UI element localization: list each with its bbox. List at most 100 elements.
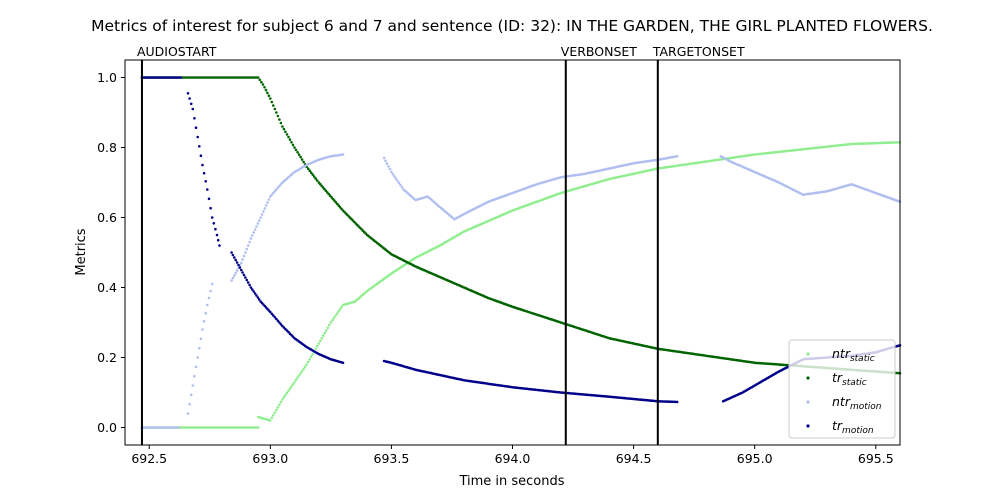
x-tick-label: 694.5 [616, 451, 652, 466]
data-point [204, 180, 207, 183]
data-point [260, 80, 263, 84]
data-point [248, 240, 251, 244]
y-tick-label: 0.8 [97, 140, 117, 155]
data-point [218, 244, 221, 247]
data-point [302, 367, 305, 371]
data-point [294, 148, 298, 152]
data-point [306, 360, 310, 364]
data-point [311, 173, 315, 176]
data-point [284, 130, 287, 134]
data-point [269, 195, 272, 198]
data-point [256, 296, 260, 299]
data-point [194, 365, 198, 369]
legend-label: trstatic [832, 370, 867, 388]
data-point [270, 193, 274, 197]
data-point [199, 154, 203, 157]
data-point [278, 118, 281, 121]
data-point [293, 146, 296, 149]
data-point [193, 374, 196, 378]
data-point [279, 323, 283, 326]
data-point [288, 138, 292, 141]
data-point [285, 391, 289, 395]
data-point [256, 76, 260, 79]
data-point [246, 281, 250, 284]
data-point [199, 337, 203, 341]
data-point [282, 127, 286, 131]
data-point [201, 328, 204, 331]
x-axis: 692.5 693.0 693.5 694.0 694.5 695.0 695.5 [131, 445, 894, 466]
data-point [266, 91, 269, 95]
data-point [210, 216, 214, 219]
data-point [245, 278, 249, 282]
data-point [309, 355, 313, 358]
y-tick-label: 1.0 [97, 70, 117, 85]
data-point [209, 206, 212, 210]
data-point [322, 334, 325, 337]
data-point [249, 237, 253, 240]
legend: ntrstatic trstatic ntrmotion trmotion [788, 339, 896, 439]
data-point [209, 289, 212, 293]
data-point [288, 387, 292, 390]
data-point [240, 268, 243, 272]
data-point [275, 188, 278, 191]
data-point [332, 316, 336, 320]
data-point [281, 398, 284, 401]
data-point [306, 167, 310, 170]
event-label: AUDIOSTART [137, 44, 217, 59]
data-point [241, 271, 244, 274]
data-point [202, 320, 206, 323]
legend-marker [806, 400, 810, 404]
data-point [258, 78, 262, 82]
data-point [675, 155, 679, 158]
legend-label: trmotion [832, 418, 874, 436]
data-point [179, 76, 182, 79]
data-point [188, 97, 191, 100]
data-point [285, 133, 289, 136]
data-point [390, 170, 393, 174]
data-point [235, 261, 239, 264]
data-point [189, 102, 193, 106]
data-point [278, 321, 281, 324]
data-point [257, 219, 261, 222]
data-point [245, 247, 249, 251]
data-point [231, 253, 235, 257]
data-point [233, 256, 236, 259]
data-point [215, 233, 219, 237]
data-point [196, 356, 199, 359]
data-point [188, 402, 191, 406]
data-point [210, 282, 214, 286]
data-point [234, 271, 237, 275]
data-point [308, 169, 312, 172]
data-point [255, 294, 258, 297]
y-axis-label: Metrics [74, 228, 89, 275]
legend-label: ntrstatic [832, 346, 875, 364]
legend-marker [806, 352, 810, 356]
data-point [334, 314, 337, 318]
data-point [337, 310, 340, 313]
data-point [272, 414, 275, 417]
plot-area [125, 60, 900, 445]
y-tick-label: 0.6 [97, 210, 117, 225]
data-point [287, 135, 290, 139]
x-tick-label: 695.0 [737, 451, 773, 466]
x-tick-label: 694.0 [495, 451, 531, 466]
data-point [253, 228, 257, 231]
data-point [261, 83, 265, 86]
data-point [300, 369, 304, 373]
data-point [198, 145, 201, 148]
data-point [269, 310, 272, 314]
data-point [242, 273, 246, 277]
data-point [252, 290, 255, 293]
data-point [269, 419, 272, 422]
data-point [206, 188, 209, 191]
data-point [270, 416, 274, 420]
data-point [290, 141, 293, 144]
data-point [338, 308, 342, 311]
data-point [198, 346, 201, 350]
data-point [230, 251, 233, 254]
data-point [196, 135, 199, 139]
data-point [273, 189, 277, 193]
data-point [273, 411, 277, 414]
